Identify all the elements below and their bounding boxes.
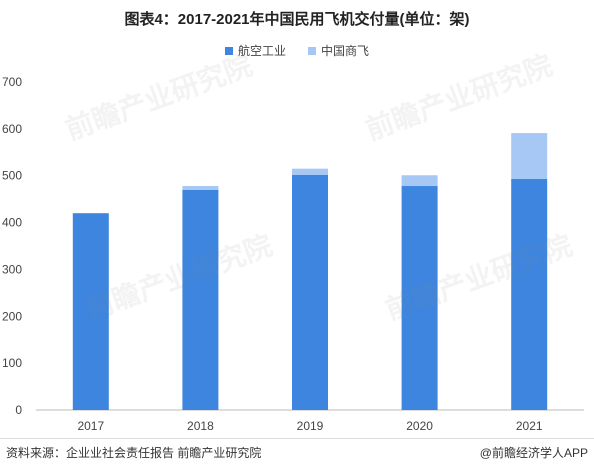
x-tick-label-2021: 2021 — [516, 419, 543, 433]
bar-aviation-industry-2019 — [292, 174, 328, 410]
bar-aviation-industry-2020 — [401, 186, 438, 410]
source-note: 资料来源：企业业社会责任报告 前瞻产业研究院 — [6, 446, 262, 460]
bar-aviation-industry-2021 — [511, 178, 548, 410]
y-tick-label-4: 400 — [2, 216, 22, 230]
bar-aviation-industry-2018 — [182, 189, 219, 410]
x-tick-label-2018: 2018 — [187, 419, 214, 433]
y-tick-label-2: 200 — [2, 309, 22, 323]
legend-swatch-comac — [308, 46, 316, 55]
legend-label-comac: 中国商飞 — [321, 44, 370, 58]
bar-comac-2021 — [511, 133, 548, 179]
brand-credit: @前瞻经济学人APP — [479, 446, 588, 460]
x-tick-label-2019: 2019 — [297, 419, 324, 433]
chart-title: 图表4：2017-2021年中国民用飞机交付量(单位：架) — [124, 11, 470, 28]
footer-divider — [0, 438, 594, 439]
bar-comac-2019 — [292, 168, 328, 175]
legend-label-aviation-industry: 航空工业 — [237, 44, 286, 58]
y-tick-label-7: 700 — [2, 75, 22, 89]
y-tick-label-5: 500 — [2, 169, 22, 183]
bar-aviation-industry-2017 — [72, 213, 109, 410]
bar-comac-2020 — [401, 175, 438, 187]
x-tick-label-2020: 2020 — [406, 419, 433, 433]
x-tick-label-2017: 2017 — [77, 419, 104, 433]
legend-swatch-aviation-industry — [224, 46, 233, 55]
bar-comac-2018 — [182, 186, 219, 190]
legend-item-aviation-industry: 航空工业 — [224, 42, 286, 59]
y-tick-label-1: 100 — [2, 356, 22, 370]
legend: 航空工业 中国商飞 — [0, 42, 594, 59]
legend-item-comac: 中国商飞 — [308, 42, 369, 59]
y-tick-label-0: 0 — [15, 403, 22, 417]
y-tick-label-3: 300 — [2, 262, 22, 276]
y-tick-label-6: 600 — [2, 122, 22, 136]
